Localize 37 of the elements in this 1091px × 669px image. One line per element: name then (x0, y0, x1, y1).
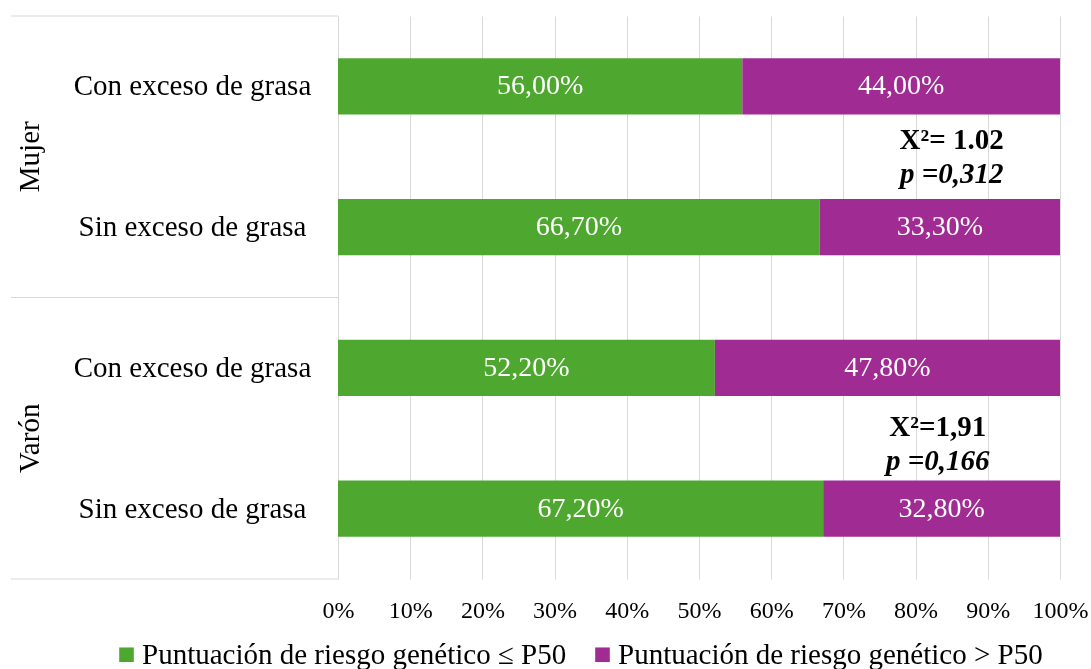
data-label: 47,80% (844, 350, 931, 382)
bar (338, 480, 824, 537)
x-tick-label: 20% (460, 596, 505, 623)
y-tick-label: Con exceso de grasa (73, 69, 312, 102)
annotation: p =0,312 (896, 156, 1004, 189)
x-tick-label: 10% (388, 596, 433, 623)
bar (823, 480, 1060, 537)
data-label: 32,80% (898, 491, 985, 523)
bar (742, 58, 1060, 115)
data-label: 66,70% (535, 210, 622, 242)
data-label: 44,00% (858, 69, 945, 101)
data-label: 67,20% (537, 491, 624, 523)
x-tick-label: 50% (677, 596, 722, 623)
text: Mujer (13, 120, 45, 193)
text: Varón (13, 403, 45, 473)
bar (338, 339, 715, 397)
bar (338, 58, 743, 115)
annotation: X²= 1.02 (899, 122, 1004, 155)
y-tick-label: Sin exceso de grasa (78, 210, 307, 243)
x-tick-label: 0% (322, 596, 355, 623)
x-tick-label: 100% (1032, 596, 1089, 623)
bar (819, 198, 1060, 256)
bar (338, 198, 820, 256)
annotation: X²=1,91 (889, 410, 987, 443)
data-label: 33,30% (896, 210, 983, 242)
annotation: p =0,166 (882, 444, 990, 477)
x-tick-label: 40% (605, 596, 650, 623)
x-tick-label: 30% (533, 596, 578, 623)
bar (714, 339, 1060, 397)
x-tick-label: 90% (966, 596, 1011, 623)
x-tick-label: 80% (894, 596, 939, 623)
x-tick-label: 70% (821, 596, 866, 623)
data-label: 52,20% (483, 350, 570, 382)
data-label: 56,00% (497, 69, 584, 101)
y-tick-label: Sin exceso de grasa (78, 491, 307, 524)
x-tick-label: 60% (749, 596, 794, 623)
y-tick-label: Con exceso de grasa (73, 350, 312, 383)
